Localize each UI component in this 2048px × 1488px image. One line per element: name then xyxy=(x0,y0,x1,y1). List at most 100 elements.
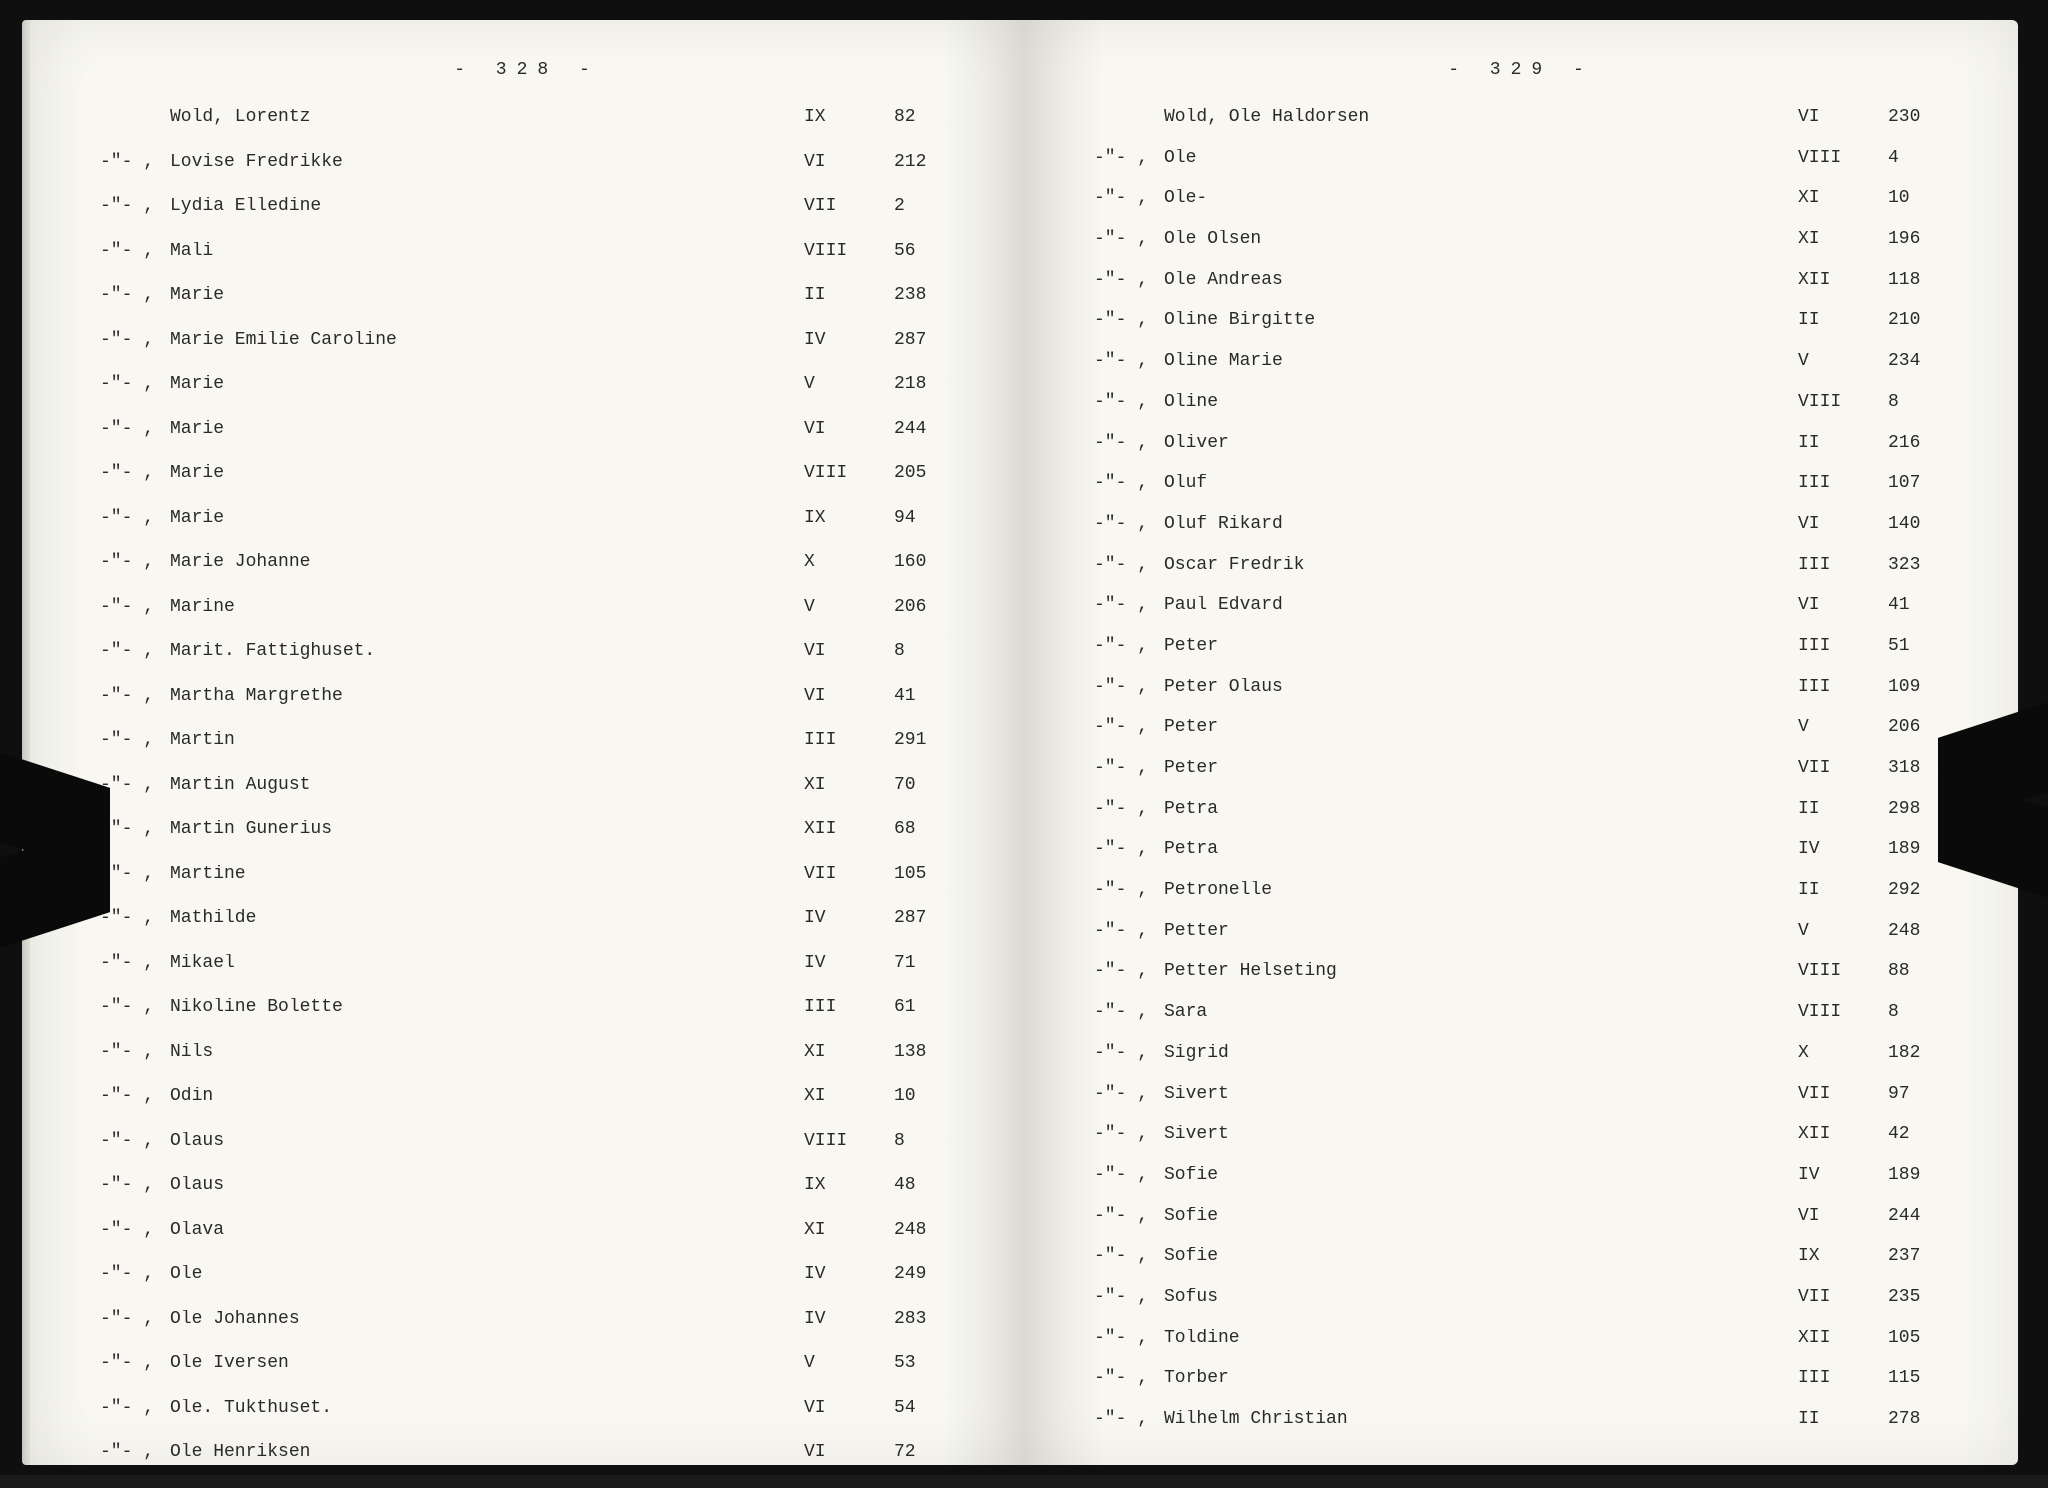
entry-name: Marie xyxy=(170,509,804,527)
volume-roman: IV xyxy=(1798,840,1888,858)
entry-name: Sivert xyxy=(1164,1125,1798,1143)
volume-roman: III xyxy=(1798,637,1888,655)
ditto-mark: -"- , xyxy=(100,1087,170,1105)
page-ref: 230 xyxy=(1888,108,1948,126)
ditto-mark: -"- , xyxy=(100,553,170,571)
volume-roman: II xyxy=(1798,1410,1888,1428)
volume-roman: IX xyxy=(804,509,894,527)
volume-roman: II xyxy=(1798,434,1888,452)
entry-name: Martine xyxy=(170,865,804,883)
ditto-mark: -"- , xyxy=(100,1043,170,1061)
index-row: -"- ,PetraIV189 xyxy=(1094,840,1948,881)
volume-roman: III xyxy=(1798,556,1888,574)
volume-roman: V xyxy=(804,1354,894,1372)
volume-roman: III xyxy=(1798,1369,1888,1387)
entry-name: Peter Olaus xyxy=(1164,678,1798,696)
entry-name: Olava xyxy=(170,1221,804,1239)
entry-name: Petter Helseting xyxy=(1164,962,1798,980)
page-ref: 71 xyxy=(894,954,954,972)
volume-roman: VII xyxy=(1798,759,1888,777)
page-ref: 283 xyxy=(894,1310,954,1328)
page-ref: 10 xyxy=(894,1087,954,1105)
page-number-left: - 328 - xyxy=(100,60,954,80)
index-row: -"- ,Marit. Fattighuset.VI8 xyxy=(100,642,954,687)
page-ref: 244 xyxy=(1888,1207,1948,1225)
ditto-mark: -"- , xyxy=(1094,1044,1164,1062)
page-ref: 54 xyxy=(894,1399,954,1417)
entry-name: Ole Johannes xyxy=(170,1310,804,1328)
entry-name: Ole Iversen xyxy=(170,1354,804,1372)
index-row: -"- ,Ole. Tukthuset.VI54 xyxy=(100,1399,954,1444)
index-row: -"- ,OliverII216 xyxy=(1094,434,1948,475)
page-ref: 212 xyxy=(894,153,954,171)
entry-name: Sofie xyxy=(1164,1166,1798,1184)
ditto-mark: -"- , xyxy=(100,998,170,1016)
entry-name: Ole xyxy=(1164,149,1798,167)
index-row: -"- ,MarieIX94 xyxy=(100,509,954,554)
page-ref: 218 xyxy=(894,375,954,393)
ditto-mark: -"- , xyxy=(1094,1288,1164,1306)
ditto-mark: -"- , xyxy=(1094,1207,1164,1225)
ditto-mark: -"- , xyxy=(1094,1166,1164,1184)
ditto-mark: -"- , xyxy=(100,776,170,794)
entry-name: Marie xyxy=(170,464,804,482)
page-ref: 82 xyxy=(894,108,954,126)
page-ref: 88 xyxy=(1888,962,1948,980)
entry-name: Mali xyxy=(170,242,804,260)
index-row: -"- ,OlavaXI248 xyxy=(100,1221,954,1266)
entry-name: Sofie xyxy=(1164,1207,1798,1225)
entry-name: Oluf xyxy=(1164,474,1798,492)
page-ref: 205 xyxy=(894,464,954,482)
index-row: -"- ,OlineVIII8 xyxy=(1094,393,1948,434)
index-row: -"- ,Ole AndreasXII118 xyxy=(1094,271,1948,312)
index-row: -"- ,Oline BirgitteII210 xyxy=(1094,311,1948,352)
entry-name: Peter xyxy=(1164,759,1798,777)
index-row: -"- ,Nikoline BoletteIII61 xyxy=(100,998,954,1043)
volume-roman: VIII xyxy=(804,1132,894,1150)
ditto-mark: -"- , xyxy=(1094,759,1164,777)
page-ref: 41 xyxy=(1888,596,1948,614)
index-row: -"- ,PeterIII51 xyxy=(1094,637,1948,678)
volume-roman: XI xyxy=(1798,189,1888,207)
volume-roman: XI xyxy=(804,1221,894,1239)
entry-name: Ole. Tukthuset. xyxy=(170,1399,804,1417)
ditto-mark: -"- , xyxy=(1094,189,1164,207)
ditto-mark: -"- , xyxy=(1094,271,1164,289)
volume-roman: III xyxy=(1798,474,1888,492)
volume-roman: IV xyxy=(804,909,894,927)
index-row: -"- ,Oline MarieV234 xyxy=(1094,352,1948,393)
ditto-mark: -"- , xyxy=(100,642,170,660)
volume-roman: II xyxy=(1798,881,1888,899)
ditto-mark: -"- , xyxy=(100,909,170,927)
page-ref: 41 xyxy=(894,687,954,705)
page-ref: 238 xyxy=(894,286,954,304)
index-row: -"- ,Ole OlsenXI196 xyxy=(1094,230,1948,271)
ditto-mark: -"- , xyxy=(1094,922,1164,940)
ditto-mark: -"- , xyxy=(1094,962,1164,980)
page-ref: 278 xyxy=(1888,1410,1948,1428)
page-ref: 4 xyxy=(1888,149,1948,167)
entry-name: Ole Olsen xyxy=(1164,230,1798,248)
page-ref: 206 xyxy=(894,598,954,616)
page-ref: 51 xyxy=(1888,637,1948,655)
entry-name: Petra xyxy=(1164,840,1798,858)
index-row: -"- ,Marie Emilie CarolineIV287 xyxy=(100,331,954,376)
index-row: -"- ,MaliVIII56 xyxy=(100,242,954,287)
page-ref: 115 xyxy=(1888,1369,1948,1387)
entry-name: Toldine xyxy=(1164,1329,1798,1347)
index-row: -"- ,MathildeIV287 xyxy=(100,909,954,954)
volume-roman: III xyxy=(804,731,894,749)
ditto-mark: -"- , xyxy=(1094,1329,1164,1347)
volume-roman: VIII xyxy=(1798,393,1888,411)
page-ref: 237 xyxy=(1888,1247,1948,1265)
ditto-mark: -"- , xyxy=(100,1399,170,1417)
ditto-mark: -"- , xyxy=(100,1132,170,1150)
volume-roman: XII xyxy=(804,820,894,838)
volume-roman: VII xyxy=(1798,1288,1888,1306)
index-row: -"- ,TorberIII115 xyxy=(1094,1369,1948,1410)
page-ref: 94 xyxy=(894,509,954,527)
page-ref: 244 xyxy=(894,420,954,438)
ditto-mark: -"- , xyxy=(100,598,170,616)
ditto-mark: -"- , xyxy=(1094,352,1164,370)
page-ref: 61 xyxy=(894,998,954,1016)
